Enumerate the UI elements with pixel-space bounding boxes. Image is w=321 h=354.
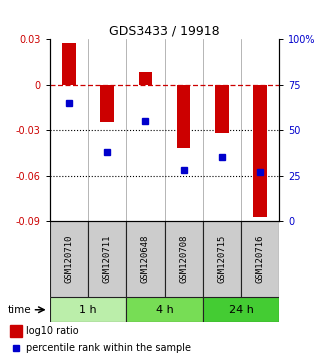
Title: GDS3433 / 19918: GDS3433 / 19918: [109, 25, 220, 38]
Bar: [10, 325, 22, 337]
Text: GSM120715: GSM120715: [217, 235, 226, 284]
Bar: [100, 85, 114, 122]
Bar: [203, 221, 241, 297]
Bar: [215, 85, 229, 133]
Text: GSM120710: GSM120710: [65, 235, 74, 284]
Text: GSM120711: GSM120711: [103, 235, 112, 284]
Bar: [126, 297, 203, 322]
Text: time: time: [8, 305, 31, 315]
Bar: [126, 221, 164, 297]
Text: 4 h: 4 h: [156, 305, 173, 315]
Bar: [62, 44, 75, 85]
Text: GSM120708: GSM120708: [179, 235, 188, 284]
Text: GSM120648: GSM120648: [141, 235, 150, 284]
Text: log10 ratio: log10 ratio: [26, 326, 79, 336]
Bar: [50, 221, 88, 297]
Text: GSM120716: GSM120716: [256, 235, 265, 284]
Bar: [241, 221, 279, 297]
Bar: [164, 221, 203, 297]
Bar: [177, 85, 190, 148]
Bar: [139, 72, 152, 85]
Text: 24 h: 24 h: [229, 305, 254, 315]
Bar: [50, 297, 126, 322]
Text: percentile rank within the sample: percentile rank within the sample: [26, 343, 191, 353]
Text: 1 h: 1 h: [79, 305, 97, 315]
Bar: [88, 221, 126, 297]
Bar: [203, 297, 279, 322]
Bar: [254, 85, 267, 217]
